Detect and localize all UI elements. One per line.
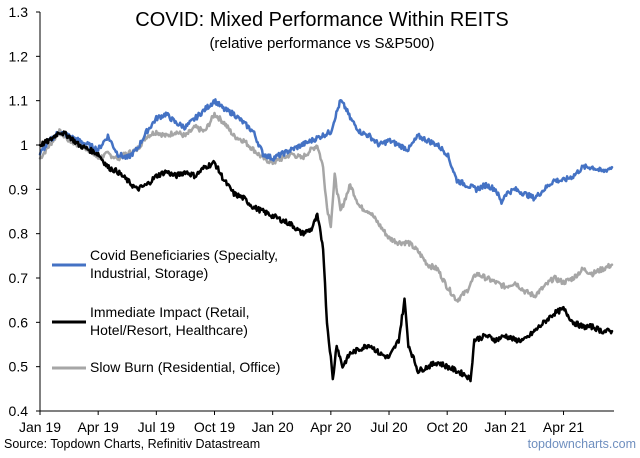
x-tick-label: Oct 20	[427, 419, 468, 435]
x-tick-label: Oct 19	[194, 419, 235, 435]
y-tick-label: 0.6	[9, 314, 29, 330]
legend-label: Industrial, Storage)	[90, 265, 208, 281]
series-line	[38, 130, 614, 383]
legend-label: Covid Beneficiaries (Specialty,	[90, 247, 278, 263]
x-tick-labels: Jan 19 Apr 19 Jul 19 Oct 19 Jan 20 Apr 20 Jul …	[19, 411, 584, 435]
y-tick-label: 0.7	[9, 270, 29, 286]
y-tick-label: 0.8	[9, 226, 29, 242]
y-tick-label: 0.5	[9, 359, 29, 375]
y-tick-label: 1.2	[9, 48, 29, 64]
legend-label: Slow Burn (Residential, Office)	[90, 359, 280, 375]
axes-layer	[39, 12, 614, 412]
y-tick-label: 1.1	[9, 93, 29, 109]
y-tick-labels: 0.4 0.5 0.6 0.7 0.8 0.9 1 1.1 1.2 1.3	[9, 4, 40, 419]
x-tick-label: Apr 20	[310, 419, 351, 435]
watermark: topdowncharts.com	[528, 437, 636, 451]
x-tick-label: Apr 19	[78, 419, 119, 435]
series-layer	[38, 98, 614, 383]
series-line	[38, 98, 614, 205]
y-tick-label: 0.9	[9, 181, 29, 197]
chart-subtitle: (relative performance vs S&P500)	[209, 35, 434, 52]
y-tick-label: 0.4	[9, 403, 29, 419]
chart-title: COVID: Mixed Performance Within REITS	[135, 9, 508, 31]
x-tick-label: Jan 19	[19, 419, 61, 435]
x-tick-label: Jan 20	[252, 419, 294, 435]
x-tick-label: Jul 19	[138, 419, 176, 435]
legend-label: Hotel/Resort, Healthcare)	[90, 322, 248, 338]
legend-label: Immediate Impact (Retail,	[90, 304, 250, 320]
y-tick-label: 1	[20, 137, 28, 153]
x-tick-label: Jul 20	[370, 419, 408, 435]
x-tick-label: Apr 21	[543, 419, 584, 435]
y-tick-label: 1.3	[9, 4, 29, 20]
x-tick-label: Jan 21	[484, 419, 526, 435]
legend: Covid Beneficiaries (Specialty, Industria…	[52, 247, 280, 375]
source-note: Source: Topdown Charts, Refinitiv Datast…	[4, 437, 260, 451]
